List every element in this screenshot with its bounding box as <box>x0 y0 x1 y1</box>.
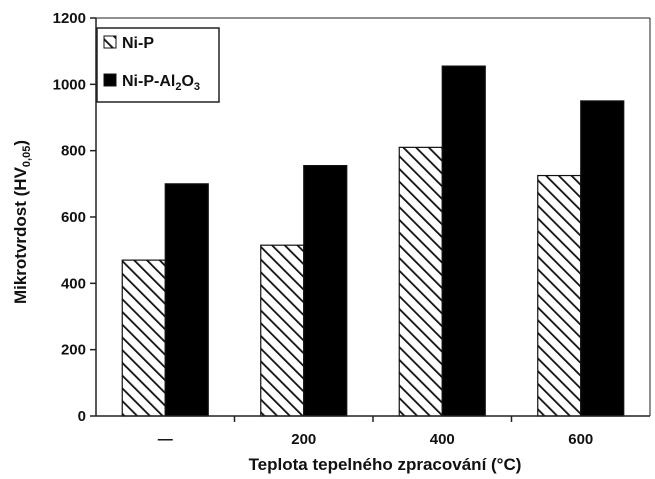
legend-swatch <box>103 35 117 49</box>
y-tick-label: 400 <box>61 275 86 292</box>
legend-label: Ni-P <box>122 35 154 52</box>
y-tick-label: 200 <box>61 342 86 359</box>
x-axis-title: Teplota tepelného zpracování (°C) <box>249 455 522 474</box>
bar <box>164 183 209 417</box>
x-tick-label: 200 <box>291 431 316 448</box>
bar <box>441 65 486 417</box>
legend-swatch <box>103 73 117 87</box>
bar <box>121 259 166 417</box>
x-tick-label: 400 <box>430 431 455 448</box>
y-axis-title: Mikrotvrdost (HV0,05) <box>11 140 33 304</box>
bars <box>121 65 625 417</box>
y-tick-label: 1200 <box>53 10 86 27</box>
x-tick-label: 600 <box>568 431 593 448</box>
bar <box>537 174 582 417</box>
bar <box>303 164 348 417</box>
legend-label: Ni-P-Al2O3 <box>122 73 200 93</box>
bar <box>260 244 305 417</box>
y-tick-label: 0 <box>78 408 86 425</box>
axes: 0 200 400 600 800 1000 1200 — 200 400 600 <box>53 10 651 448</box>
y-tick-label: 800 <box>61 143 86 160</box>
y-tick-label: 1000 <box>53 76 86 93</box>
bar <box>398 146 443 417</box>
legend: Ni-P Ni-P-Al2O3 <box>96 27 220 103</box>
bar <box>580 100 625 417</box>
y-tick-label: 600 <box>61 209 86 226</box>
x-tick-label: — <box>158 431 173 448</box>
legend-box <box>96 27 220 103</box>
